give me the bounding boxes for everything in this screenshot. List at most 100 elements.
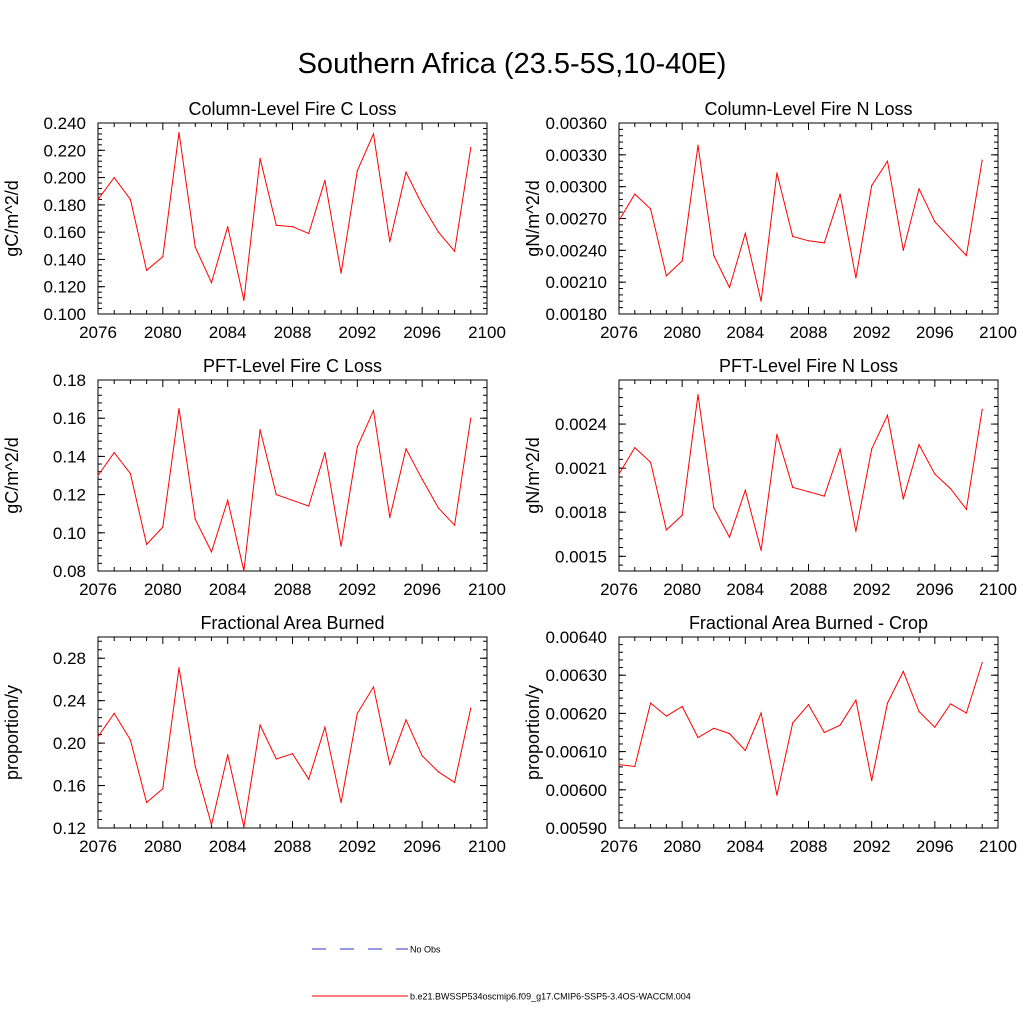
data-point: [194, 765, 196, 768]
data-point: [981, 408, 983, 410]
data-point: [649, 208, 652, 210]
data-point: [776, 433, 778, 435]
plot-frame: [618, 122, 999, 315]
data-point: [291, 226, 294, 228]
data-point: [275, 224, 277, 226]
y-tick-label: 0.220: [43, 141, 86, 160]
y-tick-label: 0.08: [53, 562, 86, 581]
data-point: [421, 204, 423, 206]
data-point: [886, 414, 889, 416]
y-tick-label: 0.14: [53, 447, 86, 466]
data-point: [308, 232, 310, 235]
data-point: [855, 277, 857, 279]
data-point: [697, 736, 699, 739]
chart-title: PFT-Level Fire N Loss: [719, 356, 898, 376]
x-tick-label: 2096: [916, 323, 954, 342]
data-point: [728, 286, 731, 289]
x-tick-label: 2076: [79, 580, 117, 599]
chart-title: Fractional Area Burned: [200, 613, 384, 633]
chart-title: PFT-Level Fire C Loss: [203, 356, 382, 376]
x-tick-label: 2096: [403, 837, 441, 856]
data-point: [129, 472, 132, 475]
y-axis-label: gC/m^2/d: [2, 437, 22, 513]
data-point: [227, 226, 229, 228]
chart-panel-5: Fractional Area Burned proportion/y 2076 20…: [2, 613, 506, 856]
chart-title: Fractional Area Burned - Crop: [689, 613, 928, 633]
data-point: [113, 451, 115, 454]
y-tick-label: 0.00180: [546, 305, 607, 324]
y-tick-label: 0.00610: [546, 743, 607, 762]
data-point: [934, 473, 936, 475]
data-point: [210, 282, 213, 284]
data-point: [227, 754, 229, 756]
data-point: [194, 518, 196, 521]
chart-panel-6: Fractional Area Burned - Crop proportion/…: [523, 613, 1017, 856]
data-point: [243, 826, 245, 828]
data-point: [871, 185, 873, 187]
data-point: [178, 667, 180, 669]
x-tick-label: 2080: [663, 837, 701, 856]
x-tick-label: 2092: [338, 323, 376, 342]
y-tick-label: 0.24: [53, 692, 86, 711]
data-point: [965, 508, 968, 510]
data-point: [389, 241, 391, 243]
data-point: [356, 170, 358, 172]
chart-panels: Column-Level Fire C Loss gC/m^2/d 2076 2080…: [2, 99, 1017, 856]
data-point: [744, 749, 746, 752]
x-tick-label: 2084: [726, 580, 764, 599]
y-tick-label: 0.00300: [546, 178, 607, 197]
data-point: [697, 144, 699, 146]
series-line: [618, 662, 983, 796]
data-point: [227, 499, 229, 501]
y-tick-label: 0.180: [43, 196, 86, 215]
x-tick-label: 2088: [274, 580, 312, 599]
data-point: [372, 686, 375, 688]
y-tick-label: 0.12: [53, 819, 86, 838]
data-point: [792, 235, 794, 238]
data-point: [760, 300, 762, 302]
data-point: [823, 731, 825, 734]
data-point: [728, 733, 731, 735]
data-point: [291, 499, 294, 501]
y-tick-label: 0.12: [53, 486, 86, 505]
x-tick-label: 2076: [600, 323, 638, 342]
data-point: [129, 198, 132, 200]
plot-frame: [97, 122, 488, 315]
data-point: [275, 758, 277, 760]
data-point: [162, 526, 164, 528]
y-tick-label: 0.28: [53, 649, 86, 668]
data-point: [792, 486, 794, 488]
data-point: [934, 726, 936, 728]
data-point: [886, 702, 889, 704]
x-tick-label: 2084: [209, 323, 247, 342]
data-point: [324, 726, 326, 728]
data-point: [665, 275, 667, 277]
x-tick-label: 2080: [144, 323, 182, 342]
data-point: [146, 801, 148, 804]
data-point: [389, 763, 391, 765]
x-tick-label: 2100: [979, 837, 1017, 856]
data-point: [981, 159, 983, 161]
x-tick-label: 2096: [403, 323, 441, 342]
x-tick-label: 2096: [916, 580, 954, 599]
data-point: [437, 507, 439, 509]
x-tick-label: 2084: [726, 323, 764, 342]
y-tick-label: 0.0018: [555, 503, 607, 522]
y-axis-label: proportion/y: [2, 685, 22, 780]
data-point: [807, 240, 810, 242]
data-point: [649, 461, 652, 463]
x-tick-label: 2080: [144, 580, 182, 599]
x-tick-label: 2092: [338, 837, 376, 856]
data-point: [194, 246, 196, 248]
data-point: [918, 710, 920, 713]
data-point: [697, 394, 699, 396]
x-tick-label: 2076: [79, 323, 117, 342]
y-axis-label: proportion/y: [523, 685, 543, 780]
x-tick-label: 2088: [790, 323, 828, 342]
data-point: [713, 255, 715, 257]
y-tick-label: 0.0015: [555, 547, 607, 566]
data-point: [129, 739, 132, 741]
y-tick-label: 0.00620: [546, 704, 607, 723]
data-point: [823, 495, 825, 497]
